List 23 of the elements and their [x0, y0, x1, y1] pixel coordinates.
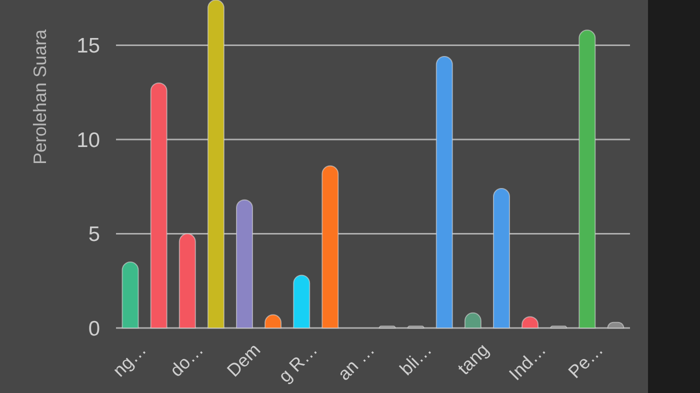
y-axis-title: Perolehan Suara — [30, 28, 50, 165]
bar — [122, 262, 139, 328]
bar — [150, 82, 168, 328]
bar — [578, 30, 596, 328]
x-tick-label: Pe… — [564, 340, 607, 382]
bar — [236, 199, 253, 328]
x-tick-label: tang — [454, 340, 493, 379]
x-tick-label: Ind… — [505, 340, 550, 384]
bar — [293, 274, 310, 328]
bar — [322, 165, 339, 328]
bar — [178, 233, 196, 328]
y-tick-label: 0 — [88, 317, 100, 340]
bar — [493, 188, 510, 328]
bar — [436, 56, 453, 328]
x-tick-label: ng… — [108, 340, 150, 381]
y-tick-label: 10 — [76, 128, 100, 152]
x-tick-label: an … — [334, 340, 378, 384]
bar — [207, 0, 224, 328]
x-tick-label: g R… — [274, 340, 322, 386]
y-tick-label: 5 — [88, 223, 100, 246]
y-tick-label: 15 — [76, 34, 100, 58]
x-tick-label: bli… — [396, 340, 436, 380]
x-tick-label: do… — [166, 340, 208, 381]
